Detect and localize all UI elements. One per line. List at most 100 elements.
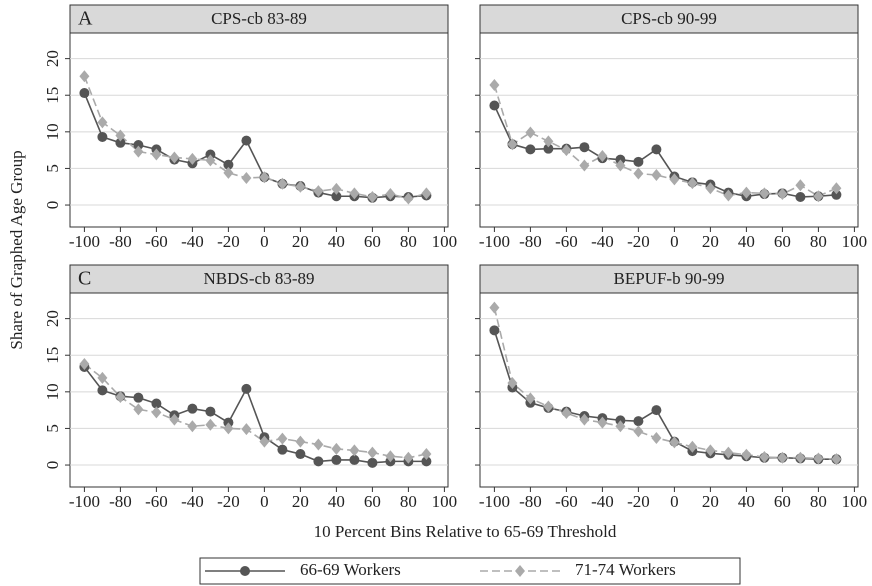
point xyxy=(561,144,572,157)
point xyxy=(813,452,824,465)
x-tick-label: -60 xyxy=(555,492,578,511)
plot-area xyxy=(479,32,859,228)
point xyxy=(543,400,554,413)
point xyxy=(205,154,216,167)
panel-label: A xyxy=(78,8,93,30)
panel-header xyxy=(69,4,449,34)
point xyxy=(777,188,788,201)
panel-title: BEPUF-b 90-99 xyxy=(614,269,725,288)
point xyxy=(205,418,216,431)
x-tick-label: -80 xyxy=(109,232,132,251)
plot-area xyxy=(479,292,859,488)
point xyxy=(561,407,572,420)
point xyxy=(133,392,144,403)
point xyxy=(741,186,752,199)
point xyxy=(223,166,234,179)
point xyxy=(579,413,590,426)
x-tick-label: 60 xyxy=(364,232,381,251)
point xyxy=(723,189,734,202)
y-tick-label: 15 xyxy=(43,87,62,104)
x-tick-label: 80 xyxy=(810,492,827,511)
point xyxy=(669,436,680,449)
point xyxy=(777,451,788,464)
point xyxy=(331,182,342,195)
point xyxy=(795,451,806,464)
point xyxy=(367,446,378,459)
point xyxy=(831,189,842,200)
point xyxy=(579,159,590,172)
point xyxy=(187,420,198,433)
y-tick-label: 0 xyxy=(43,461,62,470)
point xyxy=(385,188,396,201)
x-tick-label: 0 xyxy=(260,232,269,251)
y-tick-label: 0 xyxy=(43,201,62,210)
x-tick-label: 40 xyxy=(738,492,755,511)
x-tick-label: 20 xyxy=(702,232,719,251)
x-tick-label: 80 xyxy=(400,232,417,251)
point xyxy=(795,191,806,202)
point xyxy=(633,425,644,438)
x-tick-label: 100 xyxy=(432,492,458,511)
point xyxy=(651,144,662,155)
point xyxy=(705,182,716,195)
point xyxy=(507,138,518,151)
point xyxy=(223,159,234,170)
point xyxy=(241,135,252,146)
point xyxy=(687,177,698,190)
y-tick-label: 10 xyxy=(43,383,62,400)
panel-header xyxy=(69,264,449,294)
point xyxy=(615,420,626,433)
point xyxy=(525,392,536,405)
point xyxy=(313,456,324,467)
point xyxy=(403,192,414,205)
x-tick-label: 80 xyxy=(400,492,417,511)
point xyxy=(795,179,806,192)
x-tick-label: -20 xyxy=(627,232,650,251)
point xyxy=(741,448,752,461)
panel-title: CPS-cb 83-89 xyxy=(211,9,307,28)
point xyxy=(277,177,288,190)
point xyxy=(97,371,108,384)
point xyxy=(525,126,536,139)
point xyxy=(615,159,626,172)
point xyxy=(349,454,360,465)
x-tick-label: 100 xyxy=(842,492,868,511)
point xyxy=(97,131,108,142)
x-tick-label: 20 xyxy=(702,492,719,511)
x-axis-label: 10 Percent Bins Relative to 65-69 Thresh… xyxy=(314,522,617,541)
point xyxy=(759,187,770,200)
point xyxy=(187,152,198,165)
point xyxy=(313,438,324,451)
point xyxy=(133,403,144,416)
x-tick-label: 40 xyxy=(328,232,345,251)
x-tick-label: 100 xyxy=(432,232,458,251)
point xyxy=(277,432,288,445)
point xyxy=(543,143,554,154)
y-tick-label: 5 xyxy=(43,164,62,173)
point xyxy=(115,390,126,403)
legend-marker xyxy=(240,566,250,576)
point xyxy=(115,129,126,142)
point xyxy=(367,190,378,203)
legend-box xyxy=(199,557,741,585)
x-tick-label: -40 xyxy=(181,492,204,511)
panel-title: CPS-cb 90-99 xyxy=(621,9,717,28)
point xyxy=(115,137,126,148)
point xyxy=(651,405,662,416)
x-tick-label: 0 xyxy=(670,492,679,511)
panel-title: NBDS-cb 83-89 xyxy=(204,269,315,288)
x-tick-label: -100 xyxy=(479,492,510,511)
point xyxy=(633,167,644,180)
x-tick-label: 0 xyxy=(260,492,269,511)
point xyxy=(241,171,252,184)
point xyxy=(597,416,608,429)
point xyxy=(295,449,306,460)
panel-label: C xyxy=(78,268,91,290)
x-tick-label: 60 xyxy=(774,492,791,511)
point xyxy=(241,383,252,394)
point xyxy=(151,148,162,161)
x-tick-label: -40 xyxy=(181,232,204,251)
point xyxy=(669,173,680,186)
point xyxy=(831,182,842,195)
